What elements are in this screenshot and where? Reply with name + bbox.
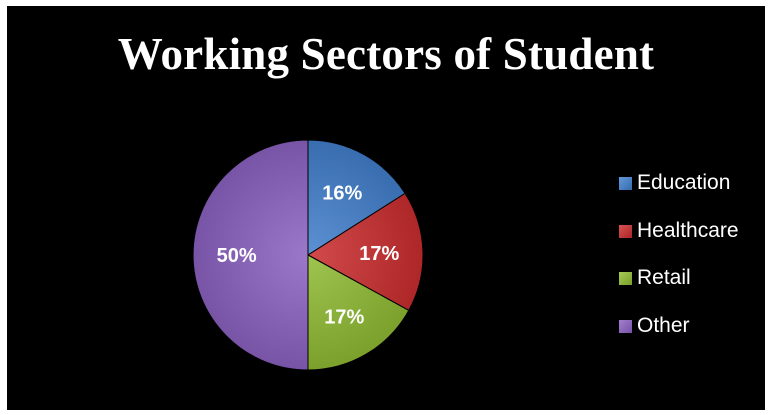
data-label-retail: 17% bbox=[324, 306, 364, 328]
pie-slice-healthcare bbox=[307, 192, 424, 312]
chart-title: Working Sectors of Student bbox=[117, 29, 655, 79]
legend-swatch bbox=[619, 272, 632, 285]
legend-item-retail: Retail bbox=[619, 264, 765, 312]
pie-chart: 16% 17% 17% 50% bbox=[192, 139, 424, 371]
legend-swatch bbox=[619, 319, 632, 333]
pie-slice-retail bbox=[307, 254, 410, 371]
legend-label: Retail bbox=[637, 266, 691, 289]
legend-swatch bbox=[619, 224, 632, 238]
data-label-education: 16% bbox=[322, 183, 362, 205]
legend-label: Healthcare bbox=[637, 218, 739, 242]
pie-slice-other bbox=[192, 139, 309, 371]
legend-swatch bbox=[619, 177, 632, 190]
legend-label: Education bbox=[637, 171, 731, 194]
legend-item-education: Education bbox=[619, 169, 765, 217]
legend: Education Healthcare Retail Other bbox=[619, 169, 765, 359]
data-label-other: 50% bbox=[217, 245, 257, 267]
data-label-healthcare: 17% bbox=[359, 243, 399, 265]
pie-slice-education bbox=[307, 139, 406, 256]
pie-slice-labels: 16% 17% 17% 50% bbox=[217, 183, 400, 329]
chart-canvas: Working Sectors of Student 16% 17% 17% 50% … bbox=[7, 6, 765, 410]
legend-item-other: Other bbox=[619, 312, 765, 360]
legend-label: Other bbox=[637, 313, 690, 337]
pie-slices bbox=[192, 139, 424, 371]
legend-item-healthcare: Healthcare bbox=[619, 217, 765, 265]
